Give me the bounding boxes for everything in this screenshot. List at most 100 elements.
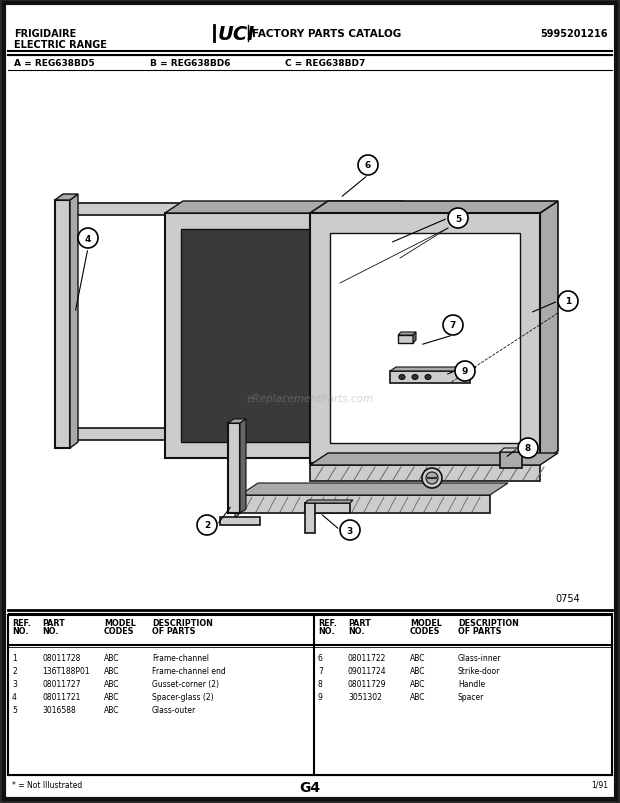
Polygon shape — [310, 214, 540, 463]
FancyBboxPatch shape — [4, 4, 616, 799]
Circle shape — [358, 156, 378, 176]
Circle shape — [455, 361, 475, 381]
Polygon shape — [70, 429, 215, 441]
Text: 3: 3 — [347, 526, 353, 535]
Text: 6: 6 — [318, 653, 323, 662]
Text: ABC: ABC — [104, 679, 120, 688]
Text: 08011722: 08011722 — [348, 653, 386, 662]
Text: 4: 4 — [85, 234, 91, 243]
Text: Strike-door: Strike-door — [458, 666, 500, 675]
Text: ELECTRIC RANGE: ELECTRIC RANGE — [14, 40, 107, 50]
Polygon shape — [305, 500, 353, 503]
Circle shape — [448, 209, 468, 229]
Text: 09011724: 09011724 — [348, 666, 387, 675]
Text: Frame-channel: Frame-channel — [152, 653, 209, 662]
Polygon shape — [165, 202, 403, 214]
Polygon shape — [398, 332, 416, 336]
Polygon shape — [305, 503, 350, 513]
Polygon shape — [70, 195, 78, 448]
Polygon shape — [500, 448, 526, 452]
Circle shape — [426, 472, 438, 484]
Polygon shape — [390, 368, 476, 372]
Text: 9: 9 — [462, 367, 468, 376]
Text: 136T188P01: 136T188P01 — [42, 666, 90, 675]
Text: 8: 8 — [525, 444, 531, 453]
Text: Glass-outer: Glass-outer — [152, 705, 197, 714]
Polygon shape — [500, 452, 522, 468]
Text: 3016588: 3016588 — [42, 705, 76, 714]
Polygon shape — [181, 230, 369, 442]
Polygon shape — [228, 423, 240, 513]
Text: 08011728: 08011728 — [42, 653, 81, 662]
Text: Frame-channel end: Frame-channel end — [152, 666, 226, 675]
Text: 8: 8 — [318, 679, 323, 688]
Text: REF.: REF. — [318, 618, 337, 627]
Circle shape — [443, 316, 463, 336]
Text: PART: PART — [42, 618, 64, 627]
Text: B = REG638BD6: B = REG638BD6 — [150, 59, 231, 68]
FancyBboxPatch shape — [8, 615, 612, 775]
Circle shape — [340, 520, 360, 540]
Circle shape — [518, 438, 538, 459]
Text: 5995201216: 5995201216 — [541, 29, 608, 39]
Polygon shape — [413, 332, 416, 344]
Polygon shape — [55, 195, 78, 201]
Polygon shape — [165, 214, 385, 459]
Text: ABC: ABC — [104, 653, 120, 662]
Text: NO.: NO. — [348, 626, 365, 635]
Text: Handle: Handle — [458, 679, 485, 688]
Text: 7: 7 — [450, 321, 456, 330]
Polygon shape — [228, 419, 246, 423]
Polygon shape — [220, 517, 260, 525]
Text: 7: 7 — [318, 666, 323, 675]
Text: Gusset-corner (2): Gusset-corner (2) — [152, 679, 219, 688]
Text: 5: 5 — [12, 705, 17, 714]
Circle shape — [558, 291, 578, 312]
Text: ABC: ABC — [104, 666, 120, 675]
Text: A = REG638BD5: A = REG638BD5 — [14, 59, 95, 68]
Text: Glass-inner: Glass-inner — [458, 653, 502, 662]
Text: 3: 3 — [12, 679, 17, 688]
Circle shape — [422, 468, 442, 488]
Text: OF PARTS: OF PARTS — [458, 626, 502, 635]
Text: 6: 6 — [365, 161, 371, 170]
Polygon shape — [330, 234, 520, 443]
Polygon shape — [240, 483, 508, 495]
Circle shape — [197, 516, 217, 536]
Text: 0754: 0754 — [556, 593, 580, 603]
Text: REF.: REF. — [12, 618, 31, 627]
Text: Spacer: Spacer — [458, 692, 484, 701]
Text: 5: 5 — [455, 214, 461, 223]
Text: 1: 1 — [565, 297, 571, 306]
Text: 1/91: 1/91 — [591, 780, 608, 789]
Text: 2: 2 — [12, 666, 17, 675]
Text: OF PARTS: OF PARTS — [152, 626, 195, 635]
Text: NO.: NO. — [42, 626, 58, 635]
Polygon shape — [390, 372, 470, 384]
Ellipse shape — [412, 375, 418, 380]
Text: DESCRIPTION: DESCRIPTION — [152, 618, 213, 627]
Polygon shape — [305, 503, 315, 533]
Text: CODES: CODES — [410, 626, 440, 635]
Polygon shape — [540, 202, 558, 463]
Polygon shape — [398, 336, 413, 344]
Polygon shape — [310, 454, 558, 466]
Text: ABC: ABC — [104, 705, 120, 714]
Polygon shape — [240, 495, 490, 513]
Ellipse shape — [399, 375, 405, 380]
Polygon shape — [310, 466, 540, 482]
Text: 3051302: 3051302 — [348, 692, 382, 701]
Text: CODES: CODES — [104, 626, 135, 635]
Text: PART: PART — [348, 618, 371, 627]
Text: G4: G4 — [299, 780, 321, 794]
Polygon shape — [55, 201, 70, 448]
Polygon shape — [310, 202, 558, 214]
Text: 08011721: 08011721 — [42, 692, 81, 701]
Ellipse shape — [425, 375, 431, 380]
Polygon shape — [235, 495, 240, 519]
Text: 08011727: 08011727 — [42, 679, 81, 688]
Text: ABC: ABC — [410, 679, 425, 688]
Circle shape — [78, 229, 98, 249]
Text: FACTORY PARTS CATALOG: FACTORY PARTS CATALOG — [252, 29, 401, 39]
Text: C = REG638BD7: C = REG638BD7 — [285, 59, 365, 68]
